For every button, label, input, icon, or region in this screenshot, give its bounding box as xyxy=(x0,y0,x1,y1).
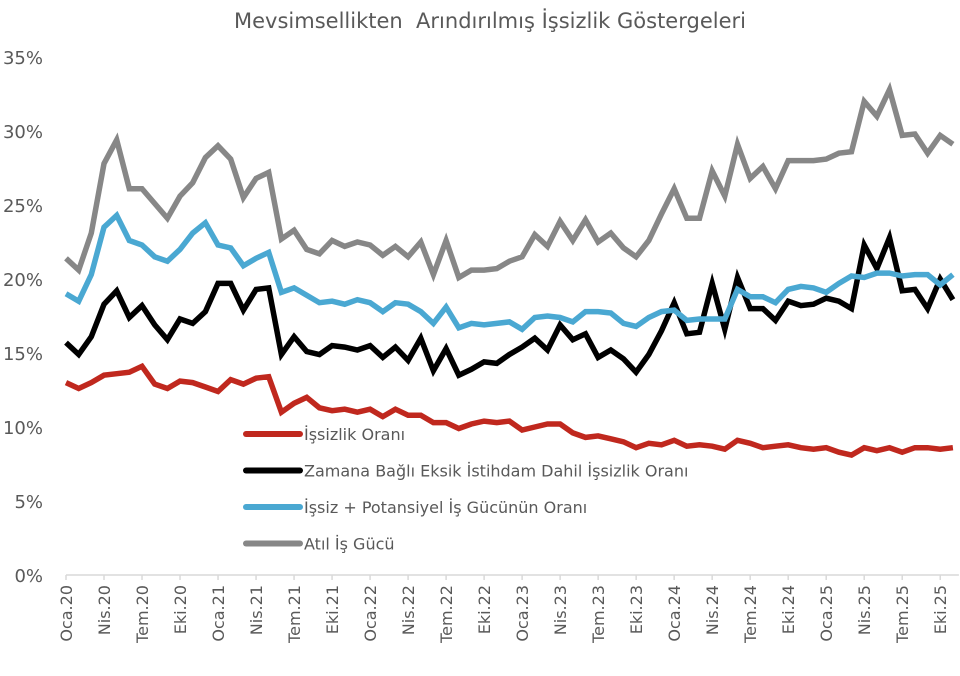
x-tick-label: Eki.24 xyxy=(779,585,798,634)
y-tick-label: 5% xyxy=(14,492,43,513)
x-tick-label: Tem.20 xyxy=(133,585,152,644)
x-tick-label: Eki.22 xyxy=(475,585,494,634)
x-tick-label: Eki.23 xyxy=(627,585,646,634)
legend-label: Atıl İş Gücü xyxy=(304,535,395,554)
x-tick-label: Nis.22 xyxy=(399,585,418,635)
series-line-4 xyxy=(64,81,955,283)
y-axis-ticks: 0% 5% 10% 15% 20% 25% 30% 35% xyxy=(3,48,43,587)
x-tick-label: Nis.21 xyxy=(247,585,266,635)
y-tick-label: 30% xyxy=(3,122,43,143)
x-tick-label: Nis.23 xyxy=(551,585,570,635)
chart-title: Mevsimsellikten Arındırılmış İşsizlik Gö… xyxy=(234,8,746,33)
x-tick-label: Nis.20 xyxy=(95,585,114,635)
y-tick-label: 20% xyxy=(3,270,43,291)
x-tick-label: Eki.25 xyxy=(931,585,950,634)
series-line-2 xyxy=(64,228,956,379)
x-tick-label: Tem.22 xyxy=(437,585,456,644)
y-tick-label: 25% xyxy=(3,196,43,217)
x-tick-label: Oca.24 xyxy=(665,585,684,642)
series-lines xyxy=(64,81,956,459)
x-tick-label: Nis.24 xyxy=(703,585,722,635)
series-line-1 xyxy=(64,362,954,459)
x-tick-label: Oca.25 xyxy=(817,585,836,642)
legend: İşsizlik Oranı Zamana Bağlı Eksik İstihda… xyxy=(243,425,688,554)
x-tick-label: Oca.22 xyxy=(361,585,380,642)
x-axis: Oca.20 Nis.20 Tem.20 Eki.20 Oca.21 Nis.21 Tem.… xyxy=(57,574,959,644)
x-tick-label: Nis.25 xyxy=(855,585,874,635)
x-tick-label: Tem.24 xyxy=(741,585,760,644)
x-tick-label: Eki.21 xyxy=(323,585,342,634)
y-tick-label: 10% xyxy=(3,418,43,439)
y-tick-label: 0% xyxy=(14,566,43,587)
x-tick-label: Oca.23 xyxy=(513,585,532,642)
x-tick-label: Tem.23 xyxy=(589,585,608,644)
x-tick-label: Tem.25 xyxy=(893,585,912,644)
x-tick-label: Oca.20 xyxy=(57,585,76,642)
legend-label: İşsiz + Potansiyel İş Gücünün Oranı xyxy=(304,498,587,517)
series-line-3 xyxy=(64,210,955,333)
legend-label: İşsizlik Oranı xyxy=(304,425,405,444)
x-tick-label: Eki.20 xyxy=(171,585,190,634)
y-tick-label: 35% xyxy=(3,48,43,69)
x-tick-label: Tem.21 xyxy=(285,585,304,644)
legend-label: Zamana Bağlı Eksik İstihdam Dahil İşsizl… xyxy=(304,462,688,481)
y-tick-label: 15% xyxy=(3,344,43,365)
x-tick-label: Oca.21 xyxy=(209,585,228,642)
